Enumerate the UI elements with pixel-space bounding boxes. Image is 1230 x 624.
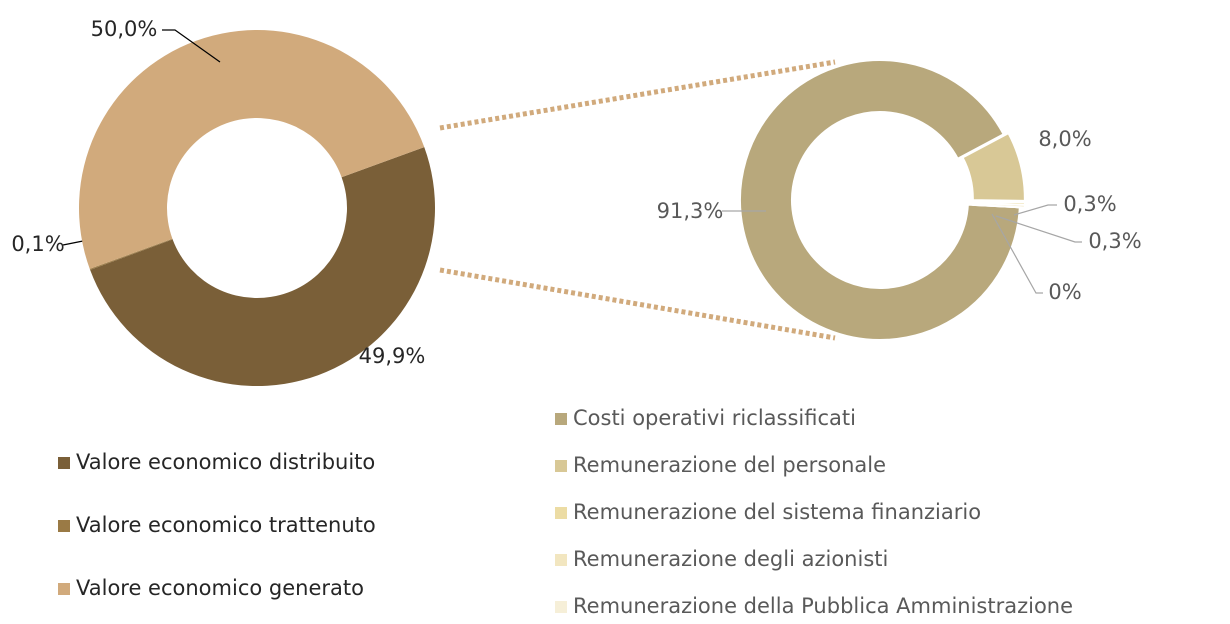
data-label: 0,3% [1063, 192, 1116, 216]
donut: 91,3% Costi operativi riclassificati 8,0% R… [555, 59, 1142, 618]
connector [439, 59, 836, 131]
legend-label: Remunerazione della Pubblica Amministraz… [573, 594, 1073, 618]
legend-label: Remunerazione del sistema finanziario [573, 500, 981, 524]
data-label: 0,3% [1088, 229, 1141, 253]
legend-label: Costi operativi riclassificati [573, 406, 856, 430]
legend-swatch [555, 601, 567, 613]
leader-line [162, 29, 221, 63]
data-label: 8,0% [1038, 127, 1091, 151]
leader-line [991, 213, 1043, 294]
slice [79, 29, 425, 269]
connector [439, 267, 836, 341]
legend-swatch [58, 583, 70, 595]
slice [739, 59, 1021, 341]
legend-swatch [58, 520, 70, 532]
legend-label: Remunerazione del personale [573, 453, 886, 477]
legend-swatch [555, 413, 567, 425]
data-label: 0,1% [11, 232, 64, 256]
legend-label: Valore economico trattenuto [76, 513, 376, 537]
legend-swatch [555, 507, 567, 519]
legend-label: Valore economico generato [76, 576, 364, 600]
legend-label: Valore economico distribuito [76, 450, 375, 474]
data-label: 0% [1048, 280, 1081, 304]
data-label: 91,3% [657, 199, 724, 223]
slice [972, 203, 1025, 209]
slice [89, 238, 173, 270]
slice [961, 131, 1026, 202]
legend-swatch [58, 457, 70, 469]
legend-label: Remunerazione degli azionisti [573, 547, 888, 571]
legend-swatch [555, 460, 567, 472]
donut: 49,9% Valore economico distribuito 0,1% Val… [11, 17, 436, 600]
slice [90, 147, 436, 387]
data-label: 49,9% [359, 344, 426, 368]
leader-line [995, 215, 1082, 243]
data-label: 50,0% [91, 17, 158, 41]
legend-swatch [555, 554, 567, 566]
leader-line [1013, 204, 1057, 216]
